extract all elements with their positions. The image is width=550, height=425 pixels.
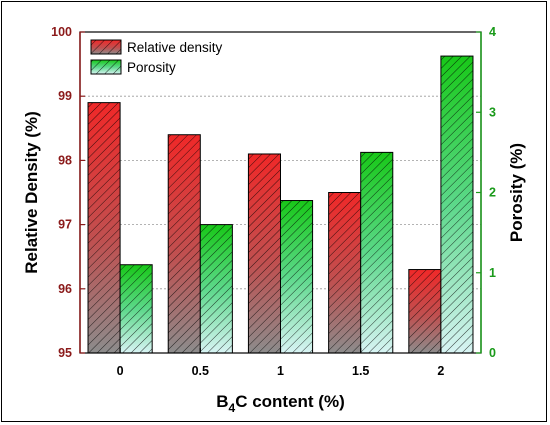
y-axis-right-title: Porosity (%) — [507, 143, 526, 242]
x-tick-label: 0 — [117, 364, 124, 378]
legend-swatch-relative-density-outline — [90, 39, 122, 55]
left-tick-label: 96 — [58, 282, 72, 296]
x-tick-label: 0.5 — [192, 364, 209, 378]
bar-relative-density-0-hatch — [88, 102, 121, 354]
right-tick-label: 1 — [489, 266, 496, 280]
bar-porosity-0-hatch — [120, 264, 153, 353]
legend-label-relative-density: Relative density — [127, 40, 223, 55]
legend-swatch-porosity-outline — [90, 59, 122, 75]
right-tick-label: 2 — [489, 186, 496, 200]
legend-swatch-relative-density-hatch — [91, 40, 121, 54]
bar-porosity-4-hatch — [440, 56, 473, 353]
left-tick-label: 99 — [58, 89, 72, 103]
legend-swatch-porosity-hatch — [91, 60, 121, 74]
bar-relative-density-4-hatch — [408, 269, 441, 353]
left-tick-label: 100 — [51, 25, 72, 39]
right-tick-label: 4 — [489, 25, 496, 39]
left-tick-label: 95 — [58, 346, 72, 360]
bar-relative-density-2-hatch — [248, 153, 281, 353]
legend-label-porosity: Porosity — [127, 60, 176, 75]
legend: Relative density Porosity — [90, 39, 223, 75]
x-axis-title-rest: C content (%) — [235, 392, 345, 411]
x-axis-title: B4C content (%) — [216, 392, 345, 415]
x-tick-label: 1.5 — [352, 364, 369, 378]
x-axis-title-b: B — [216, 392, 228, 411]
x-axis-title-subscript: 4 — [229, 401, 236, 415]
right-tick-label: 3 — [489, 105, 496, 119]
x-tick-label: 2 — [437, 364, 444, 378]
left-tick-label: 98 — [58, 153, 72, 167]
bar-relative-density-3-hatch — [328, 192, 361, 353]
axis-ticks: 95 96 97 98 99 100 0 1 2 3 4 0 0.5 1 1.5 2 — [51, 25, 496, 378]
left-tick-label: 97 — [58, 218, 72, 232]
bar-porosity-1-hatch — [200, 224, 233, 353]
bars — [87, 55, 474, 354]
y-axis-left-title: Relative Density (%) — [22, 111, 41, 274]
bar-relative-density-1-hatch — [168, 134, 201, 353]
right-tick-label: 0 — [489, 346, 496, 360]
bar-porosity-2-hatch — [280, 200, 313, 353]
bar-porosity-3-hatch — [360, 152, 393, 353]
x-tick-label: 1 — [277, 364, 284, 378]
